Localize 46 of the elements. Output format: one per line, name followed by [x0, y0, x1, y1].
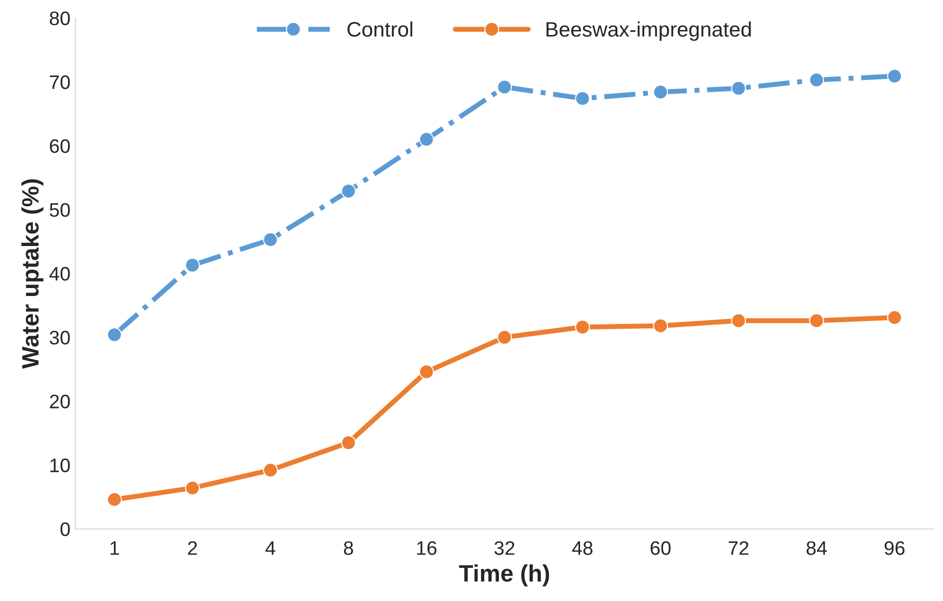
- point: [731, 313, 746, 328]
- y-tick-label: 40: [49, 266, 70, 281]
- point: [497, 80, 512, 94]
- y-tick-label: 10: [50, 458, 70, 472]
- y-tick-label: 80: [50, 12, 70, 26]
- x-tick-label: 4: [266, 541, 276, 555]
- x-tick-label: 96: [884, 541, 905, 555]
- point: [184, 258, 200, 273]
- x-tick-label: 16: [417, 541, 436, 555]
- x-tick-label: 60: [650, 541, 671, 555]
- y-tick-label: 70: [50, 75, 70, 90]
- point: [106, 492, 122, 507]
- point: [341, 435, 356, 450]
- point: [419, 132, 434, 147]
- point: [497, 330, 512, 345]
- x-tick-label: 8: [344, 541, 354, 555]
- y-tick-label: 50: [50, 203, 70, 217]
- point: [263, 232, 278, 248]
- point: [653, 318, 668, 334]
- x-tick-label: 72: [728, 541, 748, 555]
- legend-label: Control: [348, 21, 412, 37]
- point: [575, 91, 590, 106]
- y-tick-label: 30: [50, 330, 70, 345]
- point: [419, 364, 434, 380]
- x-tick-label: 48: [572, 541, 592, 555]
- x-tick-label: 1: [110, 541, 119, 555]
- y-tick-label: 60: [50, 139, 70, 153]
- point: [653, 84, 668, 100]
- point: [731, 80, 746, 96]
- x-tick-label: 84: [806, 541, 827, 555]
- y-tick-label: 0: [60, 522, 70, 536]
- point: [184, 480, 200, 496]
- y-axis-title: Water uptake (%): [21, 179, 44, 369]
- point: [106, 327, 122, 342]
- point: [263, 462, 278, 478]
- point: [575, 320, 590, 335]
- x-tick-label: 2: [188, 541, 197, 555]
- point: [809, 313, 824, 328]
- point: [809, 72, 824, 88]
- y-tick-label: 20: [50, 394, 70, 408]
- point: [341, 184, 356, 199]
- x-tick-label: 32: [494, 541, 514, 555]
- x-axis-title: Time (h): [459, 564, 550, 586]
- point: [887, 68, 902, 84]
- point: [887, 310, 902, 325]
- legend-label: Beeswax-impregnated: [546, 21, 751, 41]
